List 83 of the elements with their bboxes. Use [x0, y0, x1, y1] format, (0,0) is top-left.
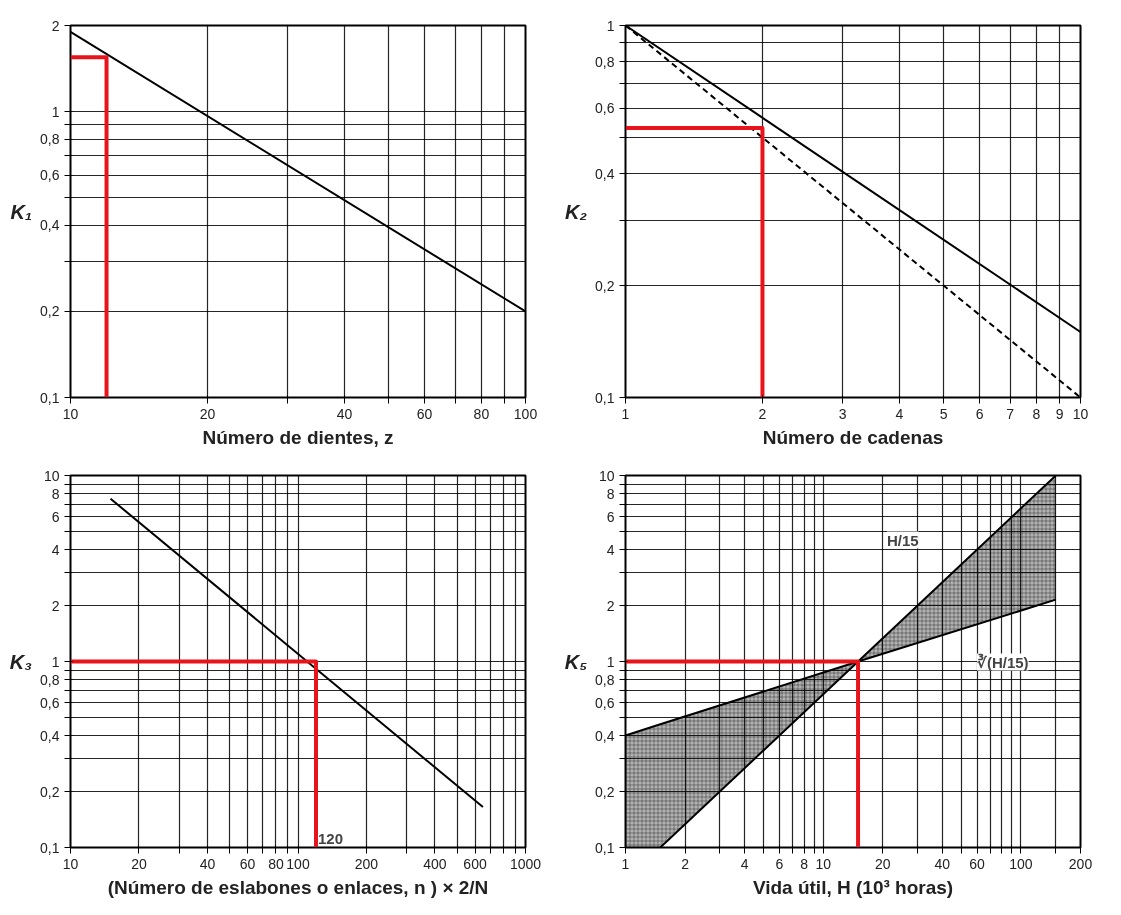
- y-tick-label: 0,4: [40, 727, 60, 744]
- y-tick-label: 4: [606, 541, 615, 558]
- x-tick-label: 1: [621, 855, 630, 872]
- y-tick-label: 0,2: [595, 277, 615, 294]
- x-tick-label: 40: [934, 855, 951, 872]
- x-tick-label: 7: [1006, 405, 1015, 422]
- x-tick-label: 2: [758, 405, 767, 422]
- x-tick-label: 10: [62, 405, 79, 422]
- x-tick-label: 80: [473, 405, 490, 422]
- x-tick-label: 4: [895, 405, 904, 422]
- y-tick-label: 0,6: [595, 694, 615, 711]
- x-tick-label: 6: [775, 855, 784, 872]
- y-tick-label: 0,2: [40, 783, 60, 800]
- x-tick-label: 8: [1032, 405, 1041, 422]
- x-tick-label: 10: [815, 855, 832, 872]
- y-tick-label: 0,8: [40, 671, 60, 688]
- series-label: ∛(H/15): [976, 652, 1029, 671]
- y-tick-label: 0,6: [40, 167, 60, 184]
- y-axis-title: K₅: [564, 650, 588, 673]
- y-tick-label: 0,6: [40, 694, 60, 711]
- y-tick-label: 0,8: [595, 671, 615, 688]
- y-axis-title: K₂: [564, 200, 588, 223]
- y-tick-label: 1: [51, 653, 60, 670]
- x-tick-label: 40: [199, 855, 216, 872]
- x-tick-label: 200: [354, 855, 379, 872]
- y-tick-label: 2: [606, 597, 615, 614]
- y-tick-label: 0,1: [40, 839, 60, 856]
- y-tick-label: 1: [606, 17, 615, 34]
- y-axis-title: K₃: [9, 650, 33, 673]
- y-tick-label: 0,8: [40, 131, 60, 148]
- text: H/15: [886, 531, 919, 549]
- x-tick-label: 10: [62, 855, 79, 872]
- y-tick-label: 1: [606, 653, 615, 670]
- x-tick-label: 1: [621, 405, 630, 422]
- y-tick-label: 0,1: [595, 389, 615, 406]
- x-tick-label: 20: [874, 855, 891, 872]
- x-axis-title: (Número de eslabones o enlaces, n ) × 2/N: [107, 876, 489, 898]
- y-tick-label: 1: [51, 103, 60, 120]
- y-tick-label: 8: [606, 485, 615, 502]
- y-tick-label: 6: [51, 508, 60, 525]
- x-tick-label: 80: [268, 855, 284, 872]
- y-tick-label: 0,1: [595, 839, 615, 856]
- y-tick-label: 4: [51, 541, 60, 558]
- annotation: 120: [318, 829, 344, 847]
- x-tick-label: 4: [740, 855, 749, 872]
- x-tick-label: 100: [1009, 855, 1033, 872]
- x-tick-label: 600: [463, 855, 487, 872]
- x-tick-label: 60: [969, 855, 986, 872]
- x-axis-title: Vida útil, H (10³ horas): [752, 876, 954, 898]
- x-tick-label: 60: [416, 405, 433, 422]
- y-tick-label: 0,6: [595, 100, 615, 117]
- y-tick-label: 8: [51, 485, 60, 502]
- x-tick-label: 40: [336, 405, 353, 422]
- y-tick-label: 10: [598, 467, 615, 484]
- y-tick-label: 6: [606, 508, 615, 525]
- y-tick-label: 0,2: [40, 303, 60, 320]
- x-tick-label: 20: [131, 855, 147, 872]
- x-axis-title: Número de cadenas: [762, 426, 944, 448]
- x-tick-label: 5: [939, 405, 948, 422]
- x-tick-label: 400: [423, 855, 447, 872]
- y-tick-label: 0,4: [595, 165, 615, 182]
- x-tick-label: 60: [239, 855, 256, 872]
- x-tick-label: 8: [800, 855, 809, 872]
- x-tick-label: 2: [681, 855, 690, 872]
- x-tick-label: 100: [513, 405, 538, 422]
- y-tick-label: 0,8: [595, 53, 615, 70]
- x-tick-label: 100: [286, 855, 310, 872]
- y-tick-label: 10: [43, 467, 60, 484]
- y-tick-label: 2: [51, 597, 60, 614]
- y-tick-label: 2: [51, 17, 60, 34]
- x-tick-label: 200: [1068, 855, 1093, 872]
- y-tick-label: 0,4: [595, 727, 615, 744]
- y-tick-label: 0,2: [595, 783, 615, 800]
- x-tick-label: 1000: [509, 855, 542, 872]
- y-axis-title: K₁: [10, 200, 33, 223]
- x-tick-label: 6: [975, 405, 984, 422]
- x-tick-label: 9: [1055, 405, 1064, 422]
- x-axis-title: Número de dientes, z: [202, 426, 394, 448]
- y-tick-label: 0,1: [40, 389, 60, 406]
- x-tick-label: 3: [838, 405, 847, 422]
- x-tick-label: 20: [199, 405, 216, 422]
- y-tick-label: 0,4: [40, 217, 60, 234]
- x-tick-label: 10: [1072, 405, 1089, 422]
